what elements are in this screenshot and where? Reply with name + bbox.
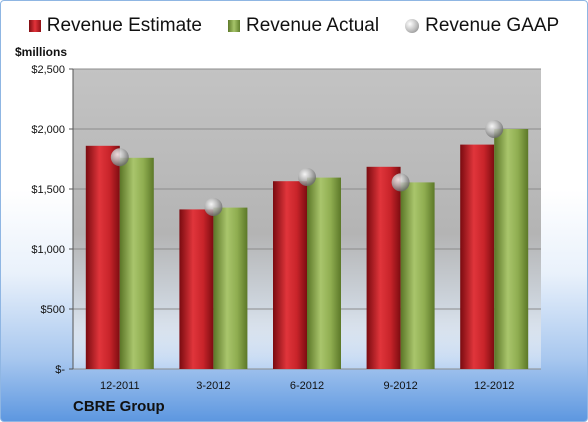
bar-estimate bbox=[85, 145, 120, 369]
y-axis-unit-label: $millions bbox=[15, 45, 68, 59]
marker-gaap bbox=[204, 198, 223, 216]
chart-legend: Revenue Estimate Revenue Actual Revenue … bbox=[1, 15, 587, 37]
bar-actual bbox=[400, 182, 435, 369]
y-tick-label: $2,500 bbox=[31, 64, 65, 76]
x-tick-label: 9-2012 bbox=[383, 380, 417, 392]
y-tick-label: $500 bbox=[41, 304, 65, 316]
legend-label-estimate: Revenue Estimate bbox=[46, 15, 202, 36]
y-tick-label: $- bbox=[55, 364, 65, 376]
company-label: CBRE Group bbox=[73, 398, 165, 415]
x-tick-label: 12-2011 bbox=[100, 380, 140, 392]
legend-swatch-estimate bbox=[28, 20, 41, 32]
bar-actual bbox=[494, 129, 529, 369]
legend-label-gaap: Revenue GAAP bbox=[425, 15, 560, 36]
legend-label-actual: Revenue Actual bbox=[246, 15, 380, 36]
bar-estimate bbox=[273, 181, 307, 369]
bar-estimate bbox=[366, 166, 401, 369]
bar-estimate bbox=[179, 209, 214, 369]
marker-gaap bbox=[298, 168, 316, 186]
bar-actual bbox=[119, 157, 154, 369]
bar-actual bbox=[213, 207, 248, 369]
marker-gaap bbox=[391, 173, 410, 192]
legend-item-gaap: Revenue GAAP bbox=[405, 15, 559, 37]
bar-actual bbox=[307, 177, 341, 369]
bar-estimate bbox=[460, 144, 495, 369]
legend-item-actual: Revenue Actual bbox=[228, 15, 379, 37]
marker-gaap bbox=[485, 120, 504, 138]
x-tick-label: 6-2012 bbox=[290, 380, 324, 392]
legend-item-estimate: Revenue Estimate bbox=[28, 15, 202, 37]
y-tick-label: $2,000 bbox=[31, 124, 65, 136]
y-tick-label: $1,000 bbox=[31, 244, 65, 256]
x-tick-label: 3-2012 bbox=[196, 380, 230, 392]
marker-gaap bbox=[110, 148, 129, 167]
x-tick-label: 12-2012 bbox=[474, 380, 514, 392]
y-tick-label: $1,500 bbox=[31, 184, 65, 196]
legend-swatch-actual bbox=[228, 20, 240, 32]
legend-swatch-gaap bbox=[405, 19, 420, 33]
